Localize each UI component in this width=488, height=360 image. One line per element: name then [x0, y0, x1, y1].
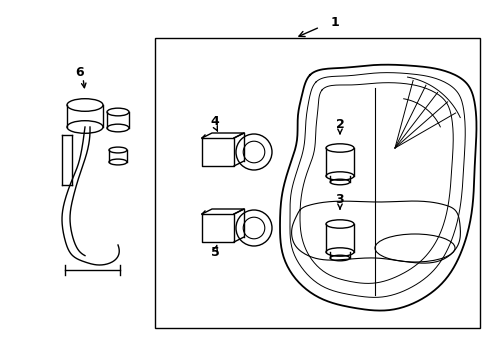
- Text: 4: 4: [210, 116, 219, 129]
- Text: 2: 2: [335, 118, 344, 131]
- Text: 6: 6: [76, 66, 84, 78]
- Text: 1: 1: [330, 15, 339, 28]
- Bar: [155, 38, 479, 328]
- Text: 3: 3: [335, 193, 344, 207]
- Text: 5: 5: [210, 246, 219, 258]
